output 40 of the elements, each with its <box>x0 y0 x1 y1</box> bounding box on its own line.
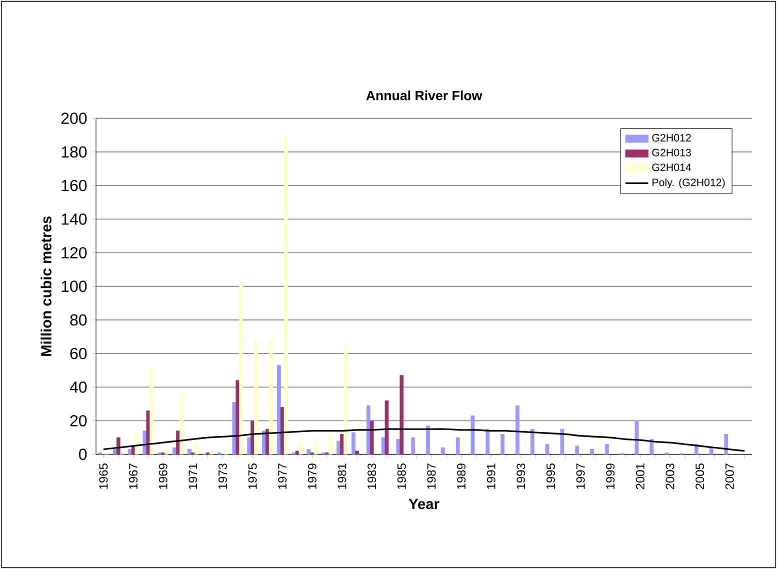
y-tick-label: 0 <box>79 448 87 460</box>
y-tick-label: 140 <box>62 213 87 225</box>
legend-label: Poly. (G2H012) <box>652 178 725 188</box>
x-tick-label: 1997 <box>576 464 585 489</box>
y-tick-label: 40 <box>70 381 87 393</box>
y-tick-label: 80 <box>70 314 87 326</box>
legend-label: G2H013 <box>652 148 691 156</box>
x-tick-label: 1985 <box>397 464 406 489</box>
x-tick-label: 1987 <box>427 464 436 489</box>
x-tick-label: 1995 <box>546 464 555 489</box>
x-tick-label: 1971 <box>188 464 198 489</box>
x-tick-label: 1991 <box>486 464 496 489</box>
y-tick-label: 120 <box>62 247 87 258</box>
x-tick-label: 1989 <box>457 464 466 489</box>
x-tick-label: 1975 <box>248 464 257 489</box>
legend-label: G2H012 <box>652 134 691 142</box>
x-tick-label: 1981 <box>338 464 346 489</box>
x-tick-label: 1973 <box>218 464 227 489</box>
x-tick-label: 1983 <box>368 464 376 489</box>
x-tick-label: 1977 <box>278 464 287 489</box>
x-tick-label: 1999 <box>606 464 615 489</box>
y-tick-label: 60 <box>70 348 87 360</box>
chart-title: Annual River Flow <box>366 90 482 100</box>
x-tick-label: 2005 <box>696 464 704 490</box>
y-axis-title: Million cubic metres <box>40 216 52 356</box>
y-tick-label: 160 <box>62 180 87 192</box>
x-tick-label: 2007 <box>725 464 734 490</box>
x-tick-label: 1993 <box>516 464 526 489</box>
x-tick-label: 2001 <box>636 464 644 490</box>
x-tick-label: 2003 <box>666 464 674 490</box>
y-tick-label: 20 <box>70 415 87 426</box>
x-tick-label: 1967 <box>129 464 138 489</box>
x-tick-label: 1979 <box>308 464 316 489</box>
y-tick-label: 200 <box>61 112 87 124</box>
x-axis-title: Year <box>408 498 440 510</box>
legend-label: G2H014 <box>652 164 692 172</box>
x-tick-label: 1969 <box>158 464 168 489</box>
x-tick-label: 1965 <box>99 464 108 489</box>
y-tick-label: 180 <box>62 146 87 158</box>
y-tick-label: 100 <box>62 280 87 292</box>
